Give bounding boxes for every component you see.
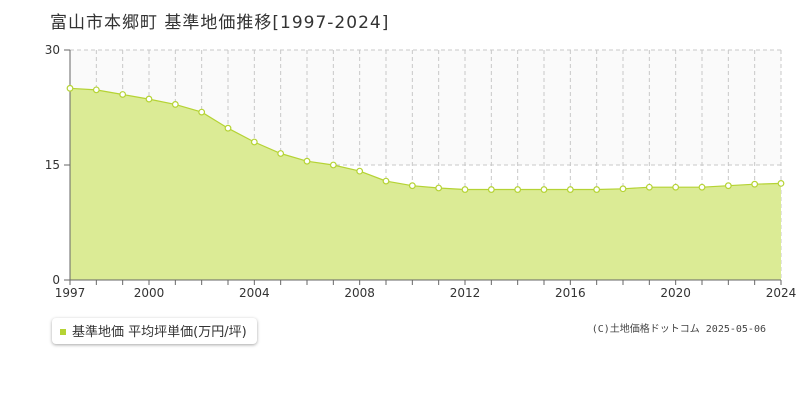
data-point bbox=[751, 180, 759, 188]
chart-title: 富山市本郷町 基準地価推移[1997-2024] bbox=[50, 13, 390, 33]
data-point bbox=[250, 138, 258, 146]
data-point bbox=[382, 177, 390, 185]
data-point bbox=[303, 157, 311, 165]
data-point bbox=[566, 186, 574, 193]
data-point bbox=[408, 182, 416, 190]
data-point bbox=[119, 91, 127, 98]
series-line bbox=[69, 87, 782, 191]
data-point bbox=[777, 179, 785, 187]
legend: 基準地価 平均坪単価(万円/坪) bbox=[52, 318, 257, 344]
data-point bbox=[672, 183, 680, 191]
data-point bbox=[277, 150, 285, 157]
data-point bbox=[66, 84, 74, 92]
y-tick-label: 15 bbox=[45, 158, 60, 172]
data-point bbox=[198, 108, 206, 116]
data-point bbox=[224, 124, 232, 132]
legend-label: 基準地価 平均坪単価(万円/坪) bbox=[72, 325, 247, 340]
data-point bbox=[329, 161, 337, 169]
x-tick-label: 2008 bbox=[344, 286, 375, 300]
data-point bbox=[145, 95, 153, 103]
data-point bbox=[171, 101, 179, 108]
data-point bbox=[724, 182, 732, 190]
data-point bbox=[487, 186, 495, 193]
x-tick-label: 1997 bbox=[55, 286, 86, 300]
data-point bbox=[356, 167, 364, 175]
series-area bbox=[70, 88, 781, 280]
marker-layer bbox=[66, 84, 785, 193]
x-tick-label: 2020 bbox=[660, 286, 691, 300]
legend-swatch bbox=[60, 328, 66, 335]
data-point bbox=[645, 183, 653, 191]
data-point bbox=[461, 186, 469, 193]
data-point bbox=[698, 183, 706, 191]
y-tick-label: 30 bbox=[45, 43, 60, 57]
data-point bbox=[514, 186, 522, 193]
data-point bbox=[619, 185, 627, 193]
x-tick-label: 2000 bbox=[134, 286, 165, 300]
area-layer bbox=[69, 87, 782, 280]
x-tick-label: 2016 bbox=[555, 286, 586, 300]
copyright-text: (C)土地価格ドットコム 2025-05-06 bbox=[591, 324, 766, 335]
tick-label-layer: 0 15 30 1997 2000 2004 2008 2012 2016 2020 2024 bbox=[45, 43, 797, 300]
y-tick-label: 0 bbox=[52, 273, 60, 287]
x-tick-label: 2012 bbox=[450, 286, 481, 300]
x-tick-label: 2024 bbox=[766, 286, 797, 300]
data-point bbox=[435, 184, 443, 192]
data-point bbox=[593, 186, 601, 193]
x-tick-label: 2004 bbox=[239, 286, 270, 300]
data-point bbox=[92, 86, 100, 94]
data-point bbox=[540, 186, 548, 193]
